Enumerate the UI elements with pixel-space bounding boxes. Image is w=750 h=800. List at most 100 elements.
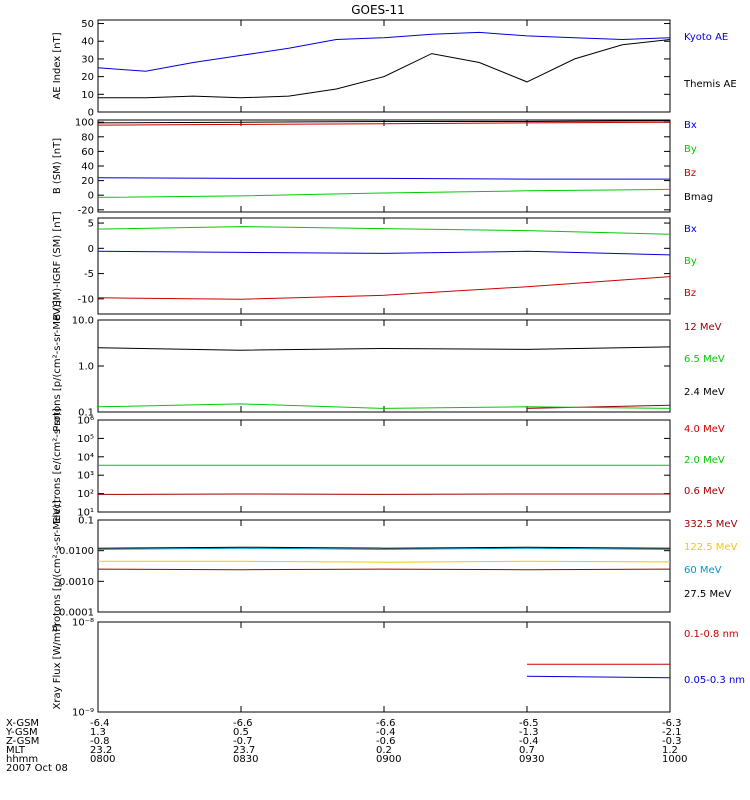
panel-protons_hi: 0.0001 0.0010 0.0100 0.1 Protons [p/(cm²-s-s…	[52, 500, 738, 632]
series-line	[97, 31, 671, 72]
footer-row-label: X-GSM	[6, 718, 39, 729]
panel-frame	[97, 519, 671, 613]
footer-value: -2.1	[662, 727, 682, 738]
panel-frame	[97, 19, 671, 113]
legend-entry: Bx	[684, 120, 697, 131]
footer-value: 23.7	[233, 745, 255, 756]
legend-entry: 122.5 MeV	[684, 542, 738, 553]
series-line	[97, 120, 671, 124]
series-line	[526, 675, 671, 679]
footer-row-label: Z-GSM	[6, 736, 39, 747]
panel-protons_mev: 0.1 1.0 10.0 Protons [p/(cm²-s-sr-MeV)] 12 M…	[52, 300, 725, 432]
y-tick-label: 0.1	[78, 516, 94, 527]
footer-value: -6.5	[519, 718, 539, 729]
panel-frame	[97, 319, 671, 413]
legend-entry: 2.0 MeV	[684, 455, 725, 466]
y-axis-label: Electrons [e/(cm²-s-sr)]	[52, 408, 63, 524]
series-line	[97, 568, 671, 571]
footer-value: 0830	[233, 754, 258, 765]
legend-entry: Bz	[684, 288, 696, 299]
series-line	[97, 547, 671, 550]
footer-group: X-GSM -6.4 -6.6 -6.6 -6.5 -6.3 Y-GSM 1.3 0.5 -0.4…	[5, 718, 687, 774]
panel-bigrf: -10 -5 0 5 B (SM)-IGRF (SM) [nT] Bx By Bz	[52, 211, 697, 320]
y-tick-label: -5	[84, 269, 94, 280]
y-axis-label: Xray Flux [W/m²]	[52, 624, 63, 709]
y-tick-label: 10.0	[72, 316, 94, 327]
footer-value: 1000	[662, 754, 687, 765]
legend-entry: Kyoto AE	[684, 32, 728, 43]
y-tick-label: 10	[81, 90, 94, 101]
y-tick-label: 40	[81, 162, 94, 173]
footer-value: -0.7	[233, 736, 253, 747]
y-tick-label: -10	[78, 294, 94, 305]
y-tick-label: 80	[81, 132, 94, 143]
y-axis-label: Protons [p/(cm²-s-sr-MeV)]	[52, 300, 63, 432]
y-tick-label: 20	[81, 72, 94, 83]
footer-value: -0.4	[519, 736, 539, 747]
footer-value: 0.7	[519, 745, 535, 756]
footer-value: -6.6	[376, 718, 396, 729]
panel-ae: 0 10 20 30 40 50 AE Index [nT] Kyoto AE Themis A…	[52, 19, 737, 118]
panel-frame	[97, 119, 671, 213]
legend-entry: Bmag	[684, 192, 713, 203]
y-tick-label: -20	[78, 205, 94, 216]
footer-value: -0.6	[376, 736, 396, 747]
figure-title: GOES-11	[351, 3, 405, 17]
y-tick-label: 0	[88, 191, 94, 202]
y-tick-label: 1.0	[78, 362, 94, 373]
y-tick-label: 5	[88, 219, 94, 230]
legend-entry: Bz	[684, 168, 696, 179]
y-tick-label: 0.1	[78, 408, 94, 419]
panel-b: -20 0 20 40 60 80 100 B (SM) [nT] Bx By Bz Bmag	[52, 118, 713, 217]
y-tick-label: 10²	[77, 489, 94, 500]
y-tick-label: 10⁻⁸	[72, 618, 94, 629]
y-tick-label: 40	[81, 37, 94, 48]
y-axis-label: AE Index [nT]	[52, 32, 63, 99]
y-tick-label: 10⁶	[77, 416, 94, 427]
legend-entry: 4.0 MeV	[684, 424, 725, 435]
panel-xray: 10⁻⁹ 10⁻⁸ Xray Flux [W/m²] 0.1-0.8 nm 0.05-0…	[52, 618, 745, 719]
footer-value: 0800	[90, 754, 115, 765]
footer-value: 0.5	[233, 727, 249, 738]
legend-entry: 0.05-0.3 nm	[684, 675, 745, 686]
legend-entry: 0.6 MeV	[684, 486, 725, 497]
series-line	[97, 276, 671, 300]
series-line	[97, 121, 671, 126]
legend-entry: Bx	[684, 224, 697, 235]
panel-frame	[97, 621, 671, 713]
series-line	[97, 188, 671, 198]
y-tick-label: 100	[75, 118, 94, 129]
legend-entry: Themis AE	[683, 79, 737, 90]
y-tick-label: 10⁵	[77, 434, 94, 445]
y-axis-label: Protons [p/(cm²-s-sr-MeV)]	[52, 500, 63, 632]
panel-frame	[97, 419, 671, 513]
footer-value: -0.3	[662, 736, 682, 747]
footer-value: -6.6	[233, 718, 253, 729]
y-tick-label: 10³	[77, 471, 94, 482]
y-tick-label: 10¹	[77, 508, 94, 519]
y-tick-label: 50	[81, 19, 94, 30]
footer-row-label: MLT	[6, 745, 26, 756]
footer-value: 0.2	[376, 745, 392, 756]
legend-entry: 0.1-0.8 nm	[684, 629, 739, 640]
legend-entry: 12 MeV	[684, 322, 722, 333]
footer-row-label: Y-GSM	[5, 727, 38, 738]
series-line	[97, 226, 671, 235]
y-tick-label: 0.0010	[59, 577, 94, 588]
footer-value: -0.8	[90, 736, 110, 747]
footer-value: 0900	[376, 754, 401, 765]
panel-electrons: 10¹ 10² 10³ 10⁴ 10⁵ 10⁶ Electrons [e/(cm²-s-sr…	[52, 408, 725, 524]
series-line	[98, 560, 671, 563]
series-line	[97, 546, 671, 549]
series-line	[98, 39, 671, 99]
footer-value: -6.4	[90, 718, 110, 729]
footer-value: 1.2	[662, 745, 678, 756]
legend-entry: 27.5 MeV	[684, 589, 731, 600]
series-line	[526, 404, 671, 409]
footer-value: -0.4	[376, 727, 396, 738]
series-line	[97, 250, 671, 256]
legend-entry: By	[684, 256, 697, 267]
y-tick-label: 20	[81, 176, 94, 187]
